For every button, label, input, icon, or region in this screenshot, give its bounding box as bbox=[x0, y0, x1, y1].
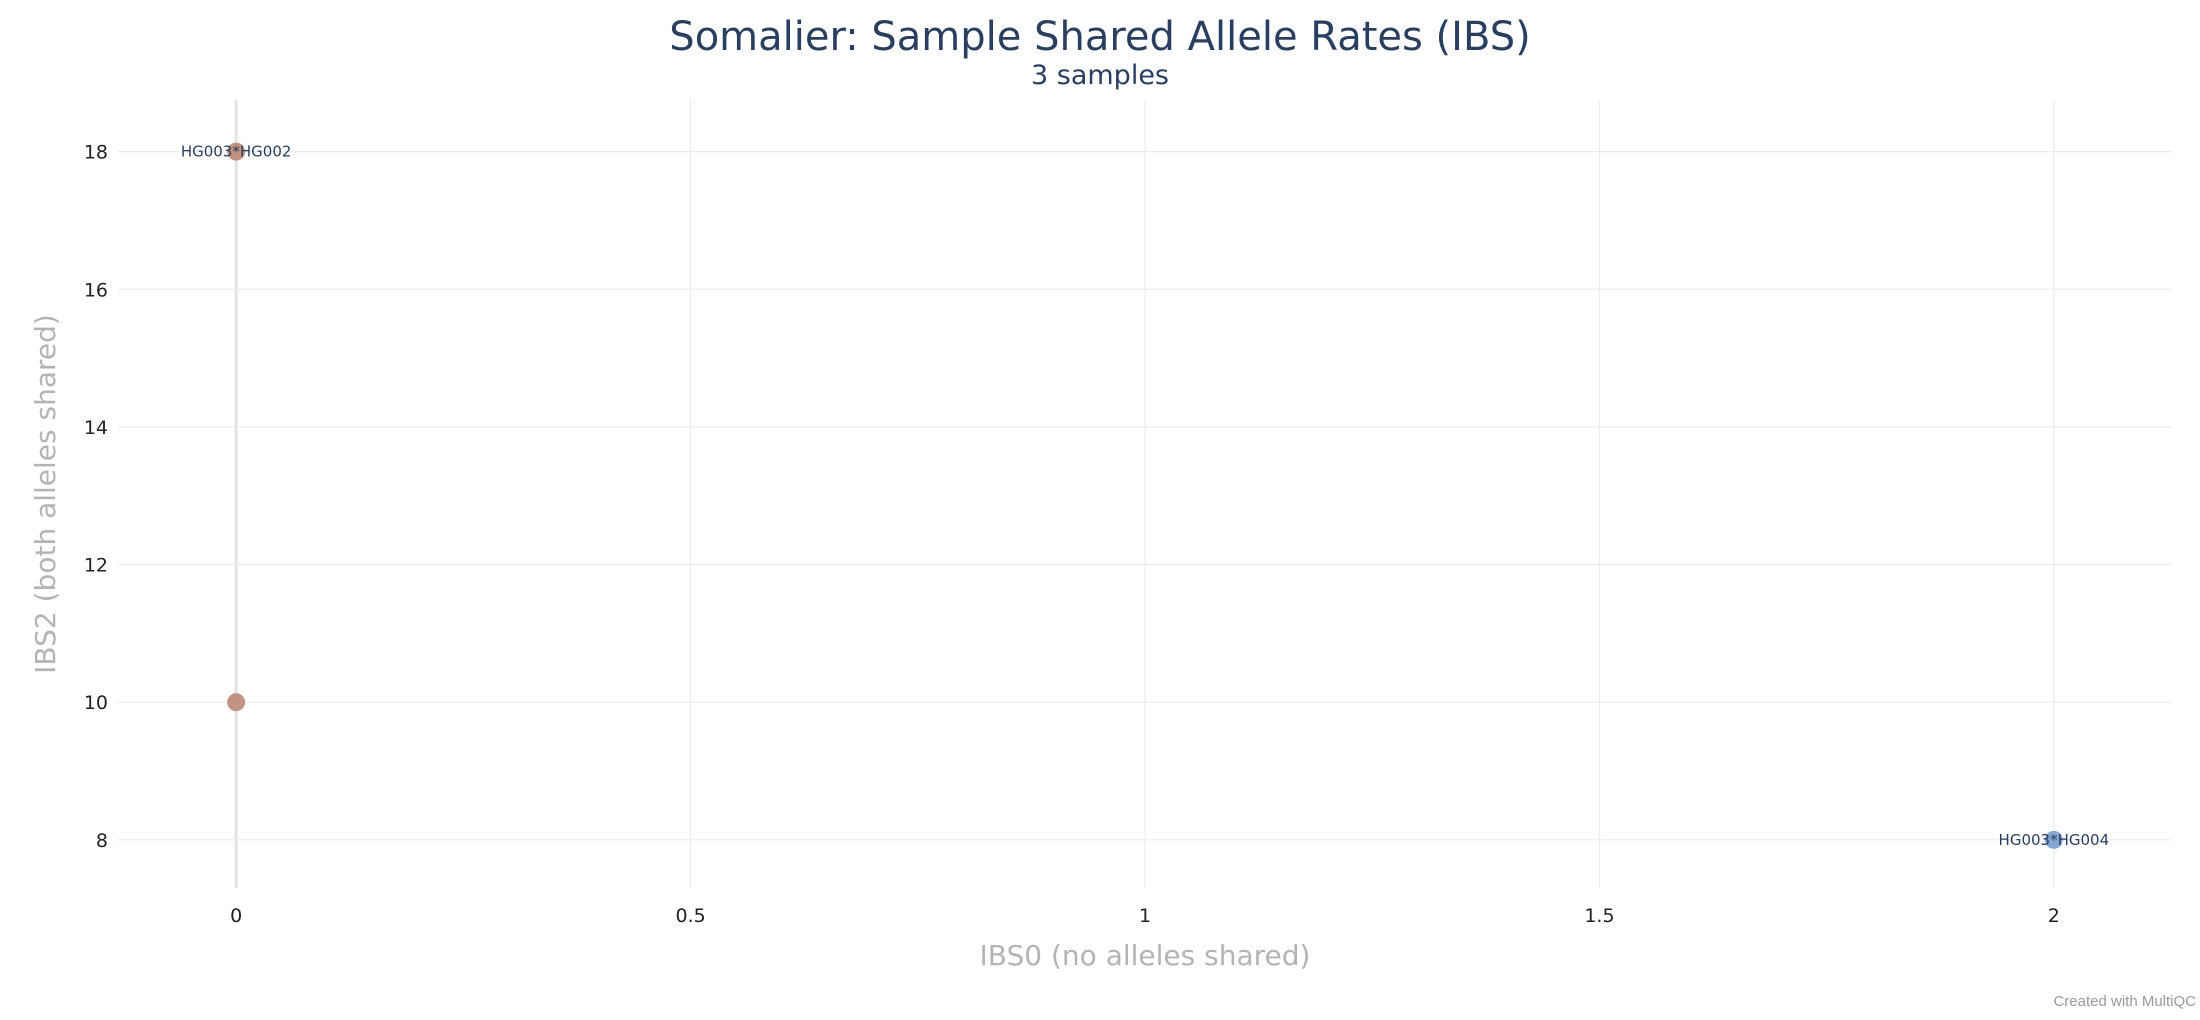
y-grid-lines bbox=[118, 151, 2172, 841]
data-point[interactable] bbox=[227, 142, 246, 161]
data-points bbox=[227, 142, 2063, 849]
x-grid-lines bbox=[234, 100, 2055, 888]
data-point-label: HG003*HG004 bbox=[1999, 831, 2110, 849]
y-tick-label: 14 bbox=[84, 417, 108, 439]
chart-title: Somalier: Sample Shared Allele Rates (IB… bbox=[669, 14, 1530, 60]
y-tick-label: 12 bbox=[84, 555, 108, 577]
chart-subtitle: 3 samples bbox=[1031, 60, 1169, 91]
data-point-label: HG003*HG002 bbox=[181, 143, 292, 161]
y-tick-label: 16 bbox=[84, 279, 108, 301]
x-tick-label: 0.5 bbox=[675, 905, 705, 927]
credit-text: Created with MultiQC bbox=[2053, 993, 2196, 1010]
x-tick-label: 1.5 bbox=[1584, 905, 1614, 927]
y-axis-ticks: 8 10 12 14 16 18 bbox=[84, 142, 108, 852]
data-point-labels: HG003*HG002 HG003*HG004 bbox=[181, 143, 2109, 849]
y-tick-label: 8 bbox=[96, 830, 108, 852]
x-tick-label: 0 bbox=[230, 905, 242, 927]
x-tick-label: 1 bbox=[1139, 905, 1151, 927]
data-point[interactable] bbox=[227, 693, 246, 712]
x-axis-ticks: 0 0.5 1 1.5 2 bbox=[230, 905, 2060, 927]
data-point[interactable] bbox=[2044, 830, 2063, 849]
y-axis-title: IBS2 (both alleles shared) bbox=[29, 314, 62, 674]
y-tick-label: 18 bbox=[84, 142, 108, 164]
x-axis-title: IBS0 (no alleles shared) bbox=[980, 939, 1311, 972]
y-tick-label: 10 bbox=[84, 692, 108, 714]
x-tick-label: 2 bbox=[2048, 905, 2060, 927]
